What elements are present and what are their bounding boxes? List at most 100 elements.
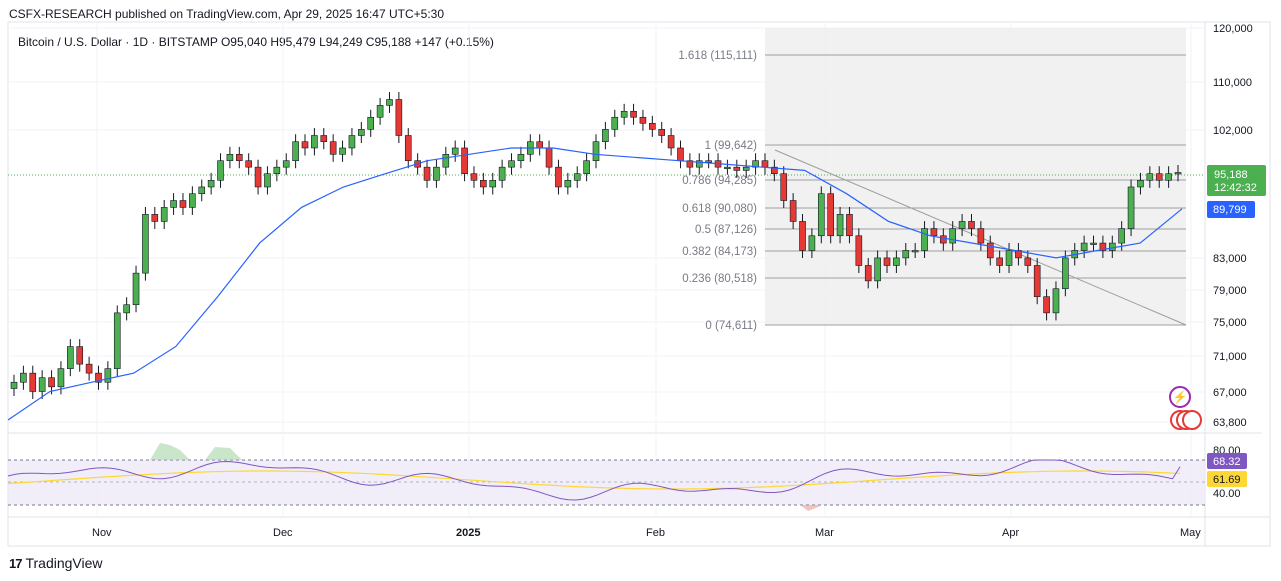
ma-value-badge: 89,799 [1207, 201, 1255, 218]
candle-body [339, 147, 346, 155]
candle-body [1118, 228, 1125, 244]
candle-body [10, 381, 18, 389]
candle-body [855, 235, 863, 266]
candle-body [57, 368, 65, 388]
candle-body [282, 160, 290, 168]
candle-body [1137, 179, 1144, 188]
candle-body [123, 304, 130, 314]
candle-body [789, 200, 797, 222]
candle-body [1043, 296, 1050, 314]
time-label-mar: Mar [815, 527, 834, 539]
candle-body [1165, 173, 1172, 181]
candle-body [921, 228, 928, 251]
candle-body [508, 160, 515, 168]
candle-body [1052, 288, 1060, 314]
candle-body [442, 154, 450, 168]
candle-body [301, 141, 309, 149]
candle-body [639, 116, 647, 124]
candle-body [29, 372, 37, 392]
publisher-line: CSFX-RESEARCH published on TradingView.c… [9, 7, 445, 21]
candle-body [489, 179, 497, 188]
ohlc-low: L94,249 [319, 35, 363, 49]
candle-body [151, 214, 159, 222]
candle-body [461, 147, 468, 174]
candle-body [20, 372, 27, 383]
fib-label-05: 0.5 (87,126) [695, 224, 757, 236]
fib-label-0382: 0.382 (84,173) [682, 246, 757, 258]
candle-body [667, 135, 675, 149]
candle-body [1015, 250, 1022, 259]
candle-body [170, 200, 177, 208]
candle-body [1005, 250, 1013, 266]
candle-body [893, 257, 900, 266]
candle-body [630, 110, 637, 118]
us-flag-events-icon[interactable] [1170, 410, 1202, 432]
price-tick: 71,000 [1213, 351, 1247, 363]
candle-body [433, 166, 440, 181]
candle-body [771, 166, 778, 174]
candle-body [264, 173, 271, 188]
candle-body [836, 214, 844, 237]
candle-body [611, 116, 619, 130]
candle-body [846, 214, 853, 237]
time-axis[interactable]: Nov Dec 2025 Feb Mar Apr May [92, 527, 1201, 539]
rsi-value: 68.32 [1213, 456, 1241, 468]
fibonacci-retracement[interactable]: 1.618 (115,111) 1 (99,642) 0.786 (94,285… [678, 28, 1187, 332]
candle-body [142, 214, 149, 274]
candle-body [968, 221, 975, 229]
time-label-dec: Dec [273, 527, 293, 539]
candle-body [76, 346, 84, 365]
rsi-pane[interactable]: 80.00 40.00 68.32 61.69 [7, 443, 1247, 511]
candle-body [958, 221, 966, 229]
candle-body [705, 160, 712, 163]
candle-body [602, 129, 609, 143]
price-axis[interactable]: 120,000 110,000 102,000 83,000 79,000 75… [1213, 23, 1253, 429]
candle-body [160, 207, 168, 222]
time-label-nov: Nov [92, 527, 112, 539]
candle-body [38, 377, 46, 392]
rsi-ma-value: 61.69 [1213, 474, 1241, 486]
candle-body [348, 135, 356, 149]
candle-body [1127, 186, 1135, 229]
candle-body [1108, 242, 1116, 251]
candle-body [761, 160, 769, 168]
candle-body [189, 193, 196, 208]
candle-body [1099, 242, 1107, 251]
candle-body [573, 173, 581, 181]
symbol-legend: Bitcoin / U.S. Dollar · 1D · BITSTAMP O9… [18, 35, 494, 49]
price-tick: 75,000 [1213, 317, 1247, 329]
candle-body [1146, 173, 1154, 181]
candle-body [817, 193, 825, 237]
candle-body [273, 166, 281, 174]
candle-body [95, 372, 102, 383]
candle-body [827, 193, 834, 237]
time-label-apr: Apr [1002, 527, 1019, 539]
candle-body [198, 186, 206, 195]
symbol-name[interactable]: Bitcoin / U.S. Dollar · 1D · BITSTAMP [18, 35, 218, 49]
candle-body [883, 257, 891, 266]
rsi-tick: 40.00 [1213, 488, 1241, 500]
price-tick: 83,000 [1213, 253, 1247, 265]
candle-body [986, 242, 994, 259]
candle-body [451, 147, 459, 155]
last-price-value: 95,188 [1214, 169, 1248, 181]
price-tick: 67,000 [1213, 387, 1247, 399]
candle-body [470, 173, 478, 181]
candle-body [254, 166, 262, 188]
candle-body [358, 129, 365, 136]
ohlc-change: +147 (+0.15%) [414, 35, 494, 49]
last-price-badge: 95,188 12:42:32 [1207, 165, 1266, 196]
tradingview-footer[interactable]: 17 TradingView [9, 555, 103, 571]
candle-body [1080, 242, 1088, 251]
fib-label-0786: 0.786 (94,285) [682, 175, 757, 187]
candle-body [226, 154, 234, 162]
candle-body [498, 166, 506, 181]
lightning-icon[interactable]: ⚡ [1169, 386, 1191, 408]
candle-body [996, 257, 1003, 266]
candle-body [902, 250, 910, 259]
candle-body [620, 110, 628, 118]
candle-body [649, 122, 656, 130]
candle-body [517, 154, 525, 162]
candle-body [85, 363, 93, 374]
